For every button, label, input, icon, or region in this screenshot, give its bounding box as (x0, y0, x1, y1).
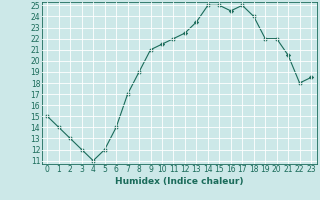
X-axis label: Humidex (Indice chaleur): Humidex (Indice chaleur) (115, 177, 244, 186)
